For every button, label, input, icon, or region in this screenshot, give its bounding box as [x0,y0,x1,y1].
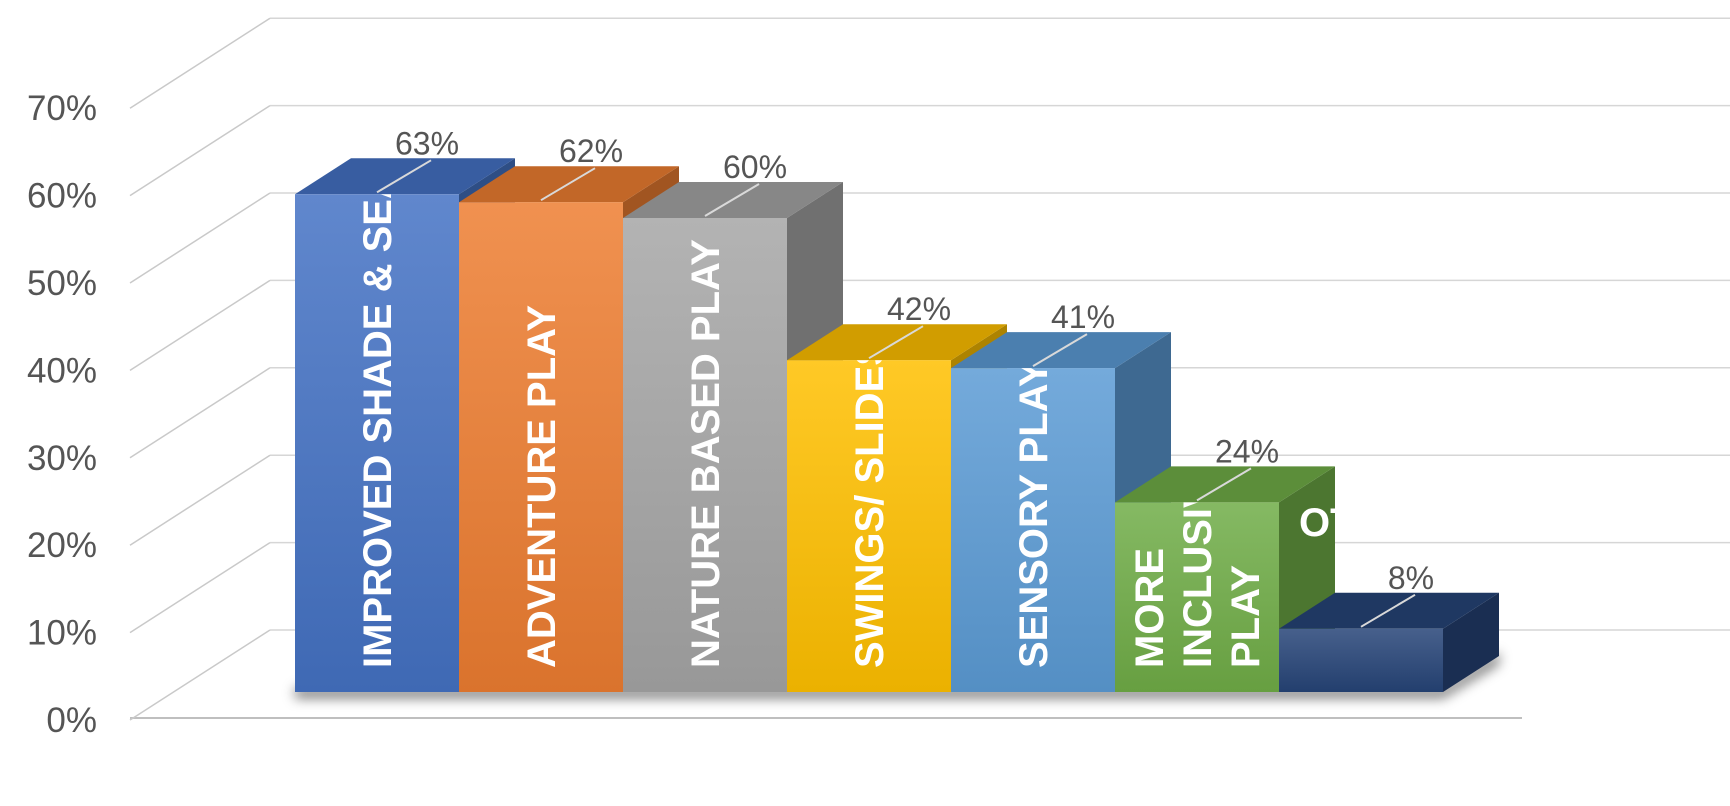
bar [623,218,787,692]
y-axis-tick-labels: 0% 10% 20% 30% 40% 50% 60% 70% [27,89,97,740]
bar-group: 24%MORE INCLUSIVE PLAY [1115,433,1335,692]
data-label: 24% [1215,433,1279,469]
data-label-leader [540,167,596,202]
gridline-side [129,279,271,372]
bar-category-label-text: SENSORY PLAY [1012,360,1056,668]
gridline-side [129,104,271,197]
gridline-side [129,192,271,284]
data-label-leader [868,325,924,360]
bar-category-label-text: INCLUSIVE [1176,455,1220,668]
bar-category-label-text: OT [1299,501,1355,545]
y-tick-label: 20% [27,526,97,565]
bar [951,368,1115,692]
data-label-leader [1032,333,1088,367]
bar-category-label-text: MORE [1128,548,1172,668]
bar [787,360,951,692]
data-label-leader [376,159,432,194]
bar [1279,628,1443,692]
data-label: 63% [395,125,459,161]
bar-series: 63%IMPROVED SHADE & SEATI 62% ADVENTURE PL… [295,125,1499,698]
bar-category-label: IMPROVED SHADE & SEATI [356,138,400,668]
bar-category-label: SENSORY PLAY [1012,360,1056,668]
data-label: 42% [887,291,951,327]
bar [1115,502,1279,692]
data-label: 62% [559,133,623,169]
gridline-side [129,629,271,721]
gridline-side [129,454,271,546]
bar-category-label-text: PLAY [1224,565,1268,668]
bar-category-label-text: SWINGS/ SLIDES [848,339,892,668]
gridline-side [129,367,271,459]
bar-category-label-text: NATURE BASED PLAY [684,239,728,668]
y-tick-label: 40% [27,351,97,390]
bar-side [1443,592,1499,692]
bar-category-label-text: ADVENTURE PLAY [520,305,564,668]
bar [295,194,459,693]
data-label: 8% [1388,560,1434,596]
gridline-side [129,541,271,634]
bar-category-label: MORE INCLUSIVE PLAY [1128,455,1268,668]
bar-category-label: SWINGS/ SLIDES [848,339,892,668]
y-tick-label: 10% [27,614,97,653]
bar-category-label: ADVENTURE PLAY [520,305,564,668]
gridline-side [129,17,271,109]
bar [459,202,623,692]
data-label-leader [1196,467,1252,502]
y-tick-label: 30% [27,439,97,478]
y-tick-label: 50% [27,264,97,303]
bar-group: 8% OT [1279,501,1499,692]
y-tick-label: 70% [27,89,97,128]
data-label-leader [1360,593,1416,628]
data-label-leader [704,183,760,217]
data-label: 41% [1051,299,1115,335]
bar-category-label: OT [1299,501,1355,545]
y-tick-label: 60% [27,177,97,216]
bar-category-label-text: IMPROVED SHADE & SEATI [356,138,400,668]
data-label: 60% [723,149,787,185]
y-tick-label: 0% [46,701,97,740]
bar-category-label: NATURE BASED PLAY [684,239,728,668]
